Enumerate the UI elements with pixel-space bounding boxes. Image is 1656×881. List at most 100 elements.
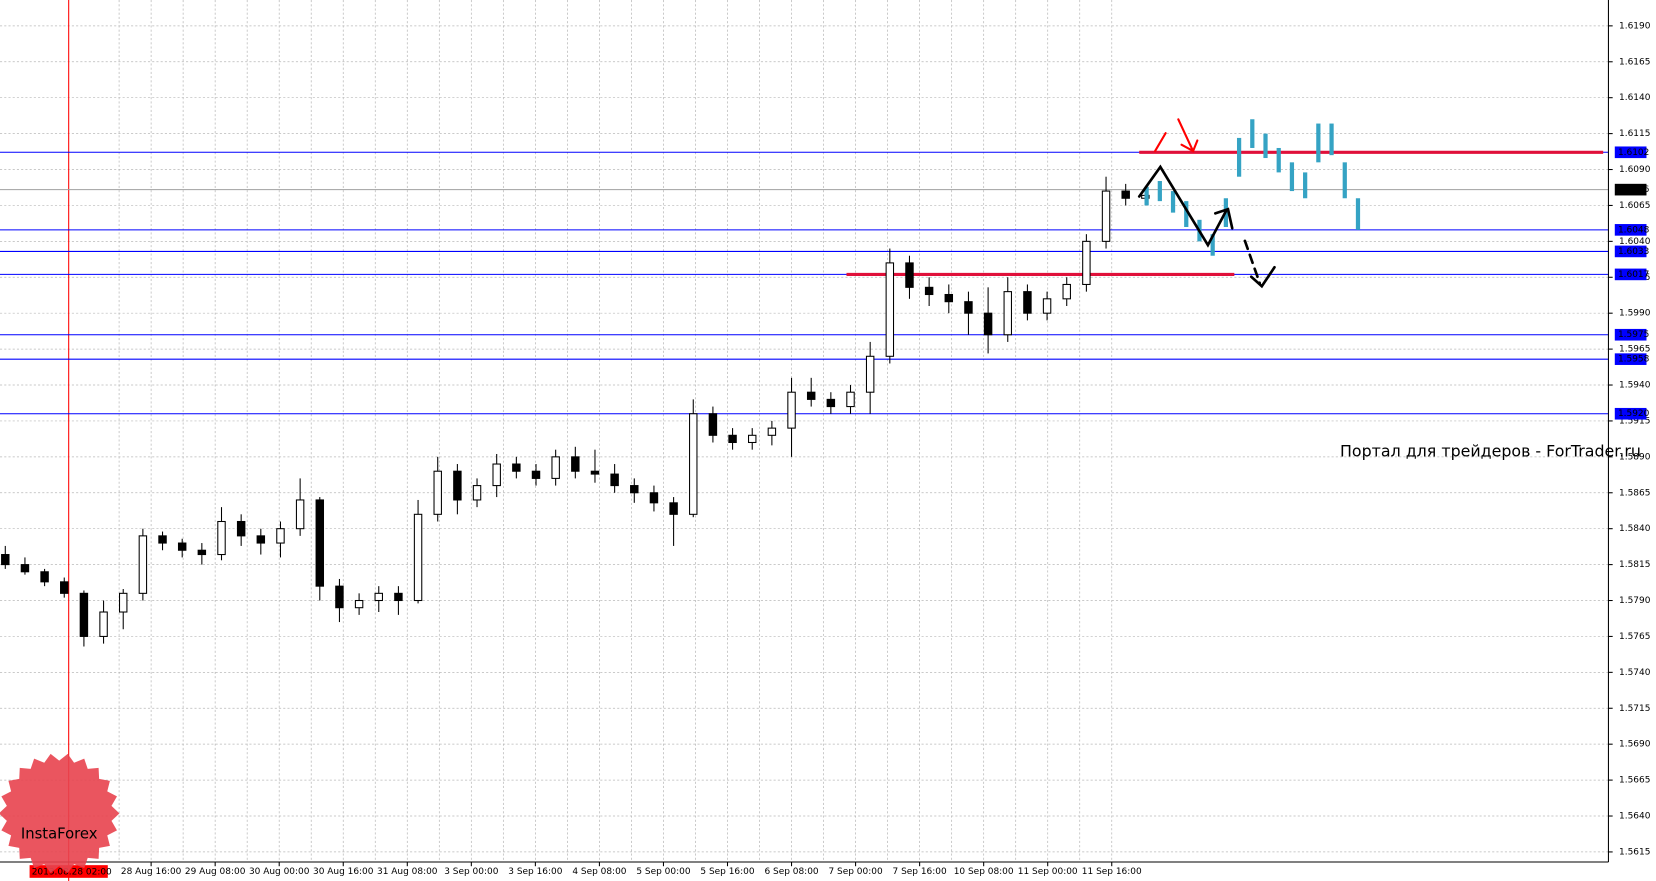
- x-tick-label: 28 Aug 16:00: [121, 867, 182, 877]
- candle-body: [394, 592, 403, 602]
- forecast-bar: [1342, 162, 1347, 199]
- candle-body: [649, 492, 659, 504]
- y-tick-label: 1.6190: [1619, 21, 1651, 31]
- level-label: 1.6033: [1618, 247, 1649, 257]
- arrow-head: [1249, 265, 1276, 289]
- y-tick-label: 1.6040: [1619, 237, 1651, 247]
- level-label-box: [1614, 146, 1647, 159]
- logo-badge: [0, 753, 120, 873]
- candle-body: [492, 463, 501, 487]
- candle-body: [944, 293, 954, 303]
- x-tick-label: 5 Sep 16:00: [700, 867, 754, 877]
- candle-body: [315, 499, 325, 587]
- arrow-head: [1213, 207, 1234, 230]
- candle-body: [335, 585, 344, 609]
- forecast-bar: [1170, 191, 1176, 213]
- candle-body: [197, 549, 207, 556]
- y-tick-label: 1.5715: [1619, 704, 1650, 714]
- candle-body: [158, 535, 167, 544]
- y-tick-label: 1.5865: [1619, 488, 1650, 498]
- candle-body: [472, 485, 482, 501]
- level-label-box: [1614, 224, 1647, 236]
- forecast-bar: [1289, 162, 1295, 192]
- candle-body: [590, 470, 600, 475]
- y-tick-label: 1.5665: [1619, 776, 1650, 786]
- x-tick-label: 3 Sep 00:00: [444, 867, 498, 877]
- candle-body: [1121, 190, 1130, 199]
- level-label-box: [1614, 328, 1647, 341]
- candle-body: [60, 581, 69, 594]
- x-tick-label: 3 Sep 16:00: [508, 867, 562, 877]
- candle-body: [1, 554, 10, 566]
- candle-body: [453, 470, 462, 501]
- forecast-bar: [1144, 186, 1149, 206]
- level-label: 1.5920: [1618, 409, 1650, 419]
- x-tick-label: 30 Aug 16:00: [313, 867, 374, 877]
- y-tick-label: 1.5965: [1619, 345, 1650, 355]
- forecast-bar: [1276, 147, 1281, 173]
- y-tick-label: 1.6065: [1619, 201, 1650, 211]
- candle-body: [256, 535, 266, 544]
- forecast-bar: [1157, 181, 1162, 202]
- red-mark: [1154, 132, 1167, 153]
- candle-body: [413, 513, 423, 602]
- projection-dashed: [1243, 239, 1262, 285]
- candle-body: [79, 592, 89, 637]
- forecast-bar: [1263, 133, 1268, 159]
- y-tick-label: 1.5640: [1619, 812, 1651, 822]
- candle-body: [138, 535, 148, 594]
- y-tick-label: 1.6140: [1619, 93, 1651, 103]
- candle-body: [728, 434, 737, 444]
- forecast-bar: [1210, 234, 1215, 256]
- y-tick-label: 1.5990: [1619, 309, 1651, 319]
- grid: [0, 0, 1609, 862]
- y-tick-label: 1.5890: [1619, 452, 1651, 462]
- level-label: 1.6076: [1618, 185, 1650, 195]
- logo-text: InstaForex: [21, 826, 98, 843]
- forecast-bar: [1329, 123, 1334, 156]
- level-label-box: [1614, 407, 1647, 420]
- candle-body: [217, 520, 226, 556]
- y-tick-label: 1.6115: [1619, 129, 1650, 139]
- x-tick-label: 11 Sep 16:00: [1082, 867, 1142, 877]
- y-tick-label: 1.5815: [1619, 560, 1650, 570]
- x-tick-label: 4 Sep 08:00: [572, 867, 626, 877]
- candle-body: [924, 286, 934, 296]
- x-tick-label: 29 Aug 08:00: [185, 867, 246, 877]
- y-tick-label: 1.5840: [1619, 524, 1651, 534]
- marker-label: 2013.08.28 02:00: [32, 868, 112, 878]
- candle-body: [787, 391, 796, 429]
- candle-body: [433, 470, 442, 515]
- forecast-bar: [1184, 201, 1189, 227]
- level-label-box: [1614, 183, 1647, 196]
- candle-body: [374, 592, 383, 602]
- y-tick-label: 1.5615: [1619, 847, 1650, 857]
- candle-body: [1003, 291, 1012, 336]
- candle-body: [177, 542, 187, 551]
- forecast-bar: [1236, 137, 1242, 177]
- arrow-head: [1180, 139, 1199, 153]
- x-tick-label: 31 Aug 08:00: [377, 867, 438, 877]
- candle-body: [669, 502, 678, 515]
- y-tick-label: 1.5940: [1619, 381, 1651, 391]
- x-tick-label: 10 Sep 08:00: [954, 867, 1014, 877]
- y-tick-label: 1.5765: [1619, 632, 1650, 642]
- candle-body: [551, 456, 560, 479]
- level-label-box: [1614, 245, 1647, 258]
- candle-body: [708, 413, 718, 436]
- candle-body: [512, 463, 521, 472]
- level-label: 1.6048: [1618, 225, 1650, 235]
- candle-body: [885, 262, 895, 357]
- level-label: 1.5975: [1618, 330, 1649, 340]
- candle-body: [571, 456, 580, 472]
- y-tick-label: 1.5690: [1619, 740, 1651, 750]
- red-arrow: [1177, 118, 1194, 151]
- candle-body: [1023, 291, 1032, 314]
- y-tick-label: 1.5740: [1619, 668, 1651, 678]
- candle-body: [865, 355, 875, 393]
- candle-body: [295, 499, 305, 530]
- candle-body: [610, 473, 619, 487]
